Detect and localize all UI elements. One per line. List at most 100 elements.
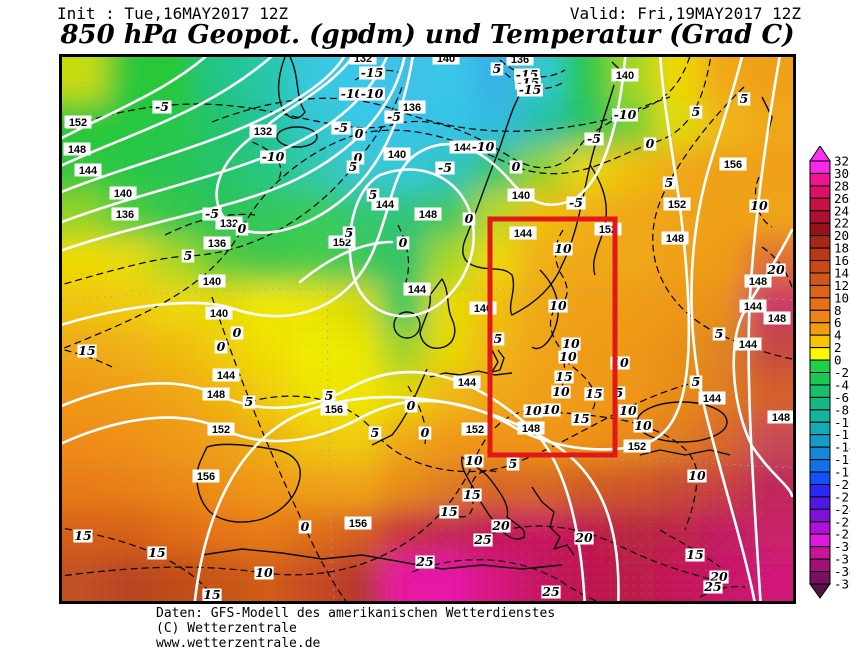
svg-text:152: 152 [212,424,230,436]
temperature-contour-label: 25 [703,579,723,594]
contour-labels: 152 148 144 140 136 132 132 132 136 136 136 140 140 1… [63,57,793,601]
page-title: 850 hPa Geopot. (gpdm) und Temperatur (G… [60,20,795,50]
temperature-contour-label: 20 [766,262,786,277]
svg-text:0: 0 [301,519,310,534]
svg-text:140: 140 [512,190,530,202]
colorbar-tick-label: 18 [834,241,849,256]
geopotential-contour-label: 144 [453,375,481,389]
svg-text:20: 20 [766,262,785,277]
temperature-contour-label: -5 [331,120,351,135]
temperature-contour-label: 15 [554,369,574,384]
colorbar-tick-label: -20 [834,477,850,492]
colorbar-tick-label: -22 [834,489,850,504]
svg-text:0: 0 [233,325,242,340]
temperature-contour-label: 10 [551,384,571,399]
colorbar-tick-label: 26 [834,191,849,206]
temperature-contour-label: -15 [517,82,543,97]
svg-text:148: 148 [666,233,684,245]
svg-text:5: 5 [665,175,674,190]
geopotential-contour-label: 136 [398,100,426,114]
svg-text:-5: -5 [155,99,169,114]
svg-text:5: 5 [692,374,701,389]
svg-text:156: 156 [724,159,742,171]
svg-text:5: 5 [615,385,624,400]
svg-text:140: 140 [388,149,406,161]
attribution-line-2: (C) Wetterzentrale [156,621,297,636]
svg-text:156: 156 [197,471,215,483]
svg-text:144: 144 [454,142,473,154]
svg-text:20: 20 [574,530,593,545]
colorbar-tick-label: -24 [834,502,850,517]
svg-text:-5: -5 [569,195,583,210]
colorbar-tick-label: 10 [834,290,849,305]
svg-text:-15: -15 [519,82,542,97]
svg-text:5: 5 [371,425,380,440]
geopotential-contour-label: 144 [734,337,762,351]
svg-text:-10: -10 [341,86,364,101]
temperature-contour-label: 5 [366,187,380,202]
temperature-contour-label: 15 [202,587,222,601]
svg-text:10: 10 [524,403,542,418]
colorbar-tick-label: -28 [834,527,850,542]
colorbar-tick-label: -6 [834,390,849,405]
svg-text:156: 156 [349,518,367,530]
temperature-contour-label: 10 [561,336,581,351]
svg-text:-10: -10 [614,107,637,122]
colorbar-tick-label: 30 [834,166,849,181]
temperature-contour-label: 5 [662,175,676,190]
svg-text:132: 132 [354,57,372,65]
geopotential-contour-label: 148 [414,207,442,221]
svg-text:136: 136 [116,209,134,221]
colorbar-tick-label: 22 [834,216,849,231]
temperature-contour-label: 10 [523,403,543,418]
svg-text:148: 148 [768,313,786,325]
temperature-contour-label: 10 [548,298,568,313]
temperature-contour-label: 15 [685,547,705,562]
svg-text:10: 10 [552,384,570,399]
svg-text:136: 136 [208,238,226,250]
temperature-contour-label: 5 [689,374,703,389]
temperature-contour-label: 20 [574,530,594,545]
geopotential-contour-label: 140 [109,186,137,200]
temperature-contour-label: 5 [506,456,520,471]
colorbar-tick-label: 2 [834,340,842,355]
svg-text:144: 144 [703,393,722,405]
geopotential-contour-label: 132 [249,124,277,138]
geopotential-contour-label: 144 [74,163,102,177]
colorbar-tick-label: 12 [834,278,849,293]
geopotential-contour-label: 152 [623,439,651,453]
temperature-contour-label: 10 [464,453,484,468]
temperature-contour-label: 15 [462,487,482,502]
temperature-contour-label: 25 [473,532,493,547]
geopotential-contour-label: 156 [344,516,372,530]
svg-text:-5: -5 [587,131,601,146]
geopotential-contour-label: 144 [212,368,240,382]
geopotential-contour-label: 144 [449,140,477,154]
valid-time-label: Valid: Fri,19MAY2017 12Z [569,4,801,23]
svg-text:10: 10 [542,402,560,417]
svg-text:15: 15 [440,504,457,519]
geopotential-contour-label: 136 [506,57,534,66]
geopotential-contour-label: 152 [461,422,489,436]
temperature-contour-label: 5 [368,425,382,440]
temperature-contour-label: 15 [147,545,167,560]
svg-text:144: 144 [739,339,758,351]
svg-text:136: 136 [511,57,529,66]
geopotential-contour-label: 132 [349,57,377,65]
temperature-contour-label: 5 [737,91,751,106]
svg-text:5: 5 [245,394,254,409]
geopotential-contour-label: 152 [663,197,691,211]
colorbar-tick-label: -12 [834,427,850,442]
geopotential-contour-label: 140 [611,68,639,82]
svg-text:132: 132 [220,218,238,230]
svg-text:10: 10 [634,418,652,433]
temperature-contour-label: -5 [435,160,455,175]
temperature-contour-label: -10 [612,107,638,122]
svg-text:140: 140 [437,57,455,65]
temperature-contour-label: 0 [214,339,228,354]
colorbar-tick-label: 6 [834,315,842,330]
geopotential-contour-label: 156 [719,157,747,171]
colorbar-tick-label: 24 [834,203,849,218]
geopotential-contour-label: 152 [207,422,235,436]
